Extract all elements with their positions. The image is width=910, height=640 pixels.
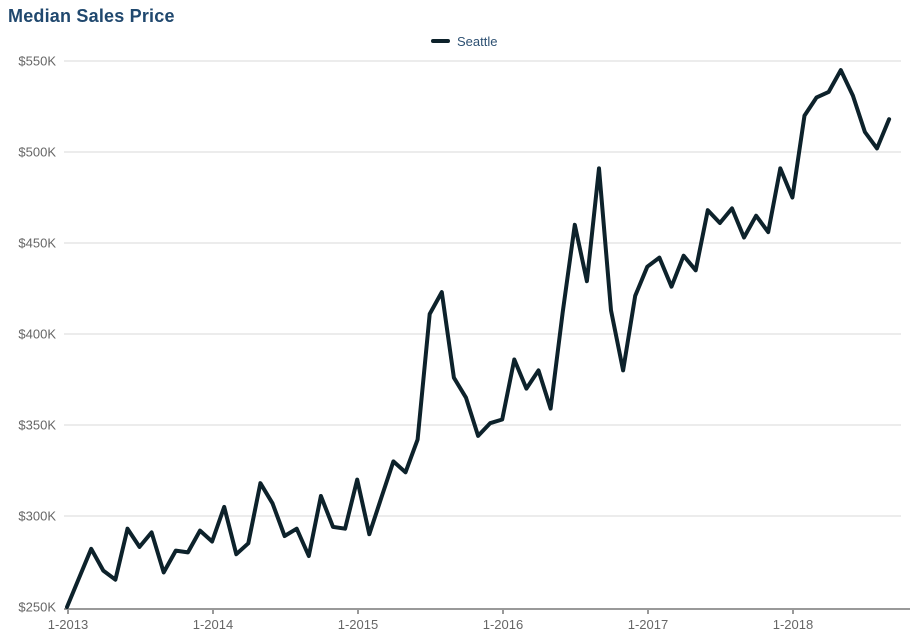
x-axis-label: 1-2016: [483, 617, 523, 632]
legend-label: Seattle: [457, 33, 498, 49]
x-axis-label: 1-2017: [628, 617, 668, 632]
x-axis-label: 1-2013: [48, 617, 88, 632]
x-axis-label: 1-2014: [193, 617, 233, 632]
x-axis-label: 1-2015: [338, 617, 378, 632]
legend: Seattle: [431, 33, 497, 49]
y-axis-label: $450K: [18, 236, 56, 251]
x-axis-label: 1-2018: [773, 617, 813, 632]
y-axis-label: $300K: [18, 509, 56, 524]
price-line-seattle: [65, 68, 892, 609]
y-axis-label: $400K: [18, 327, 56, 342]
chart-title: Median Sales Price: [8, 6, 175, 26]
y-axis-label: $550K: [18, 54, 56, 69]
y-axis-label: $250K: [18, 600, 56, 615]
legend-line-swatch: [431, 39, 450, 43]
y-axis-label: $500K: [18, 145, 56, 160]
y-axis-label: $350K: [18, 418, 56, 433]
